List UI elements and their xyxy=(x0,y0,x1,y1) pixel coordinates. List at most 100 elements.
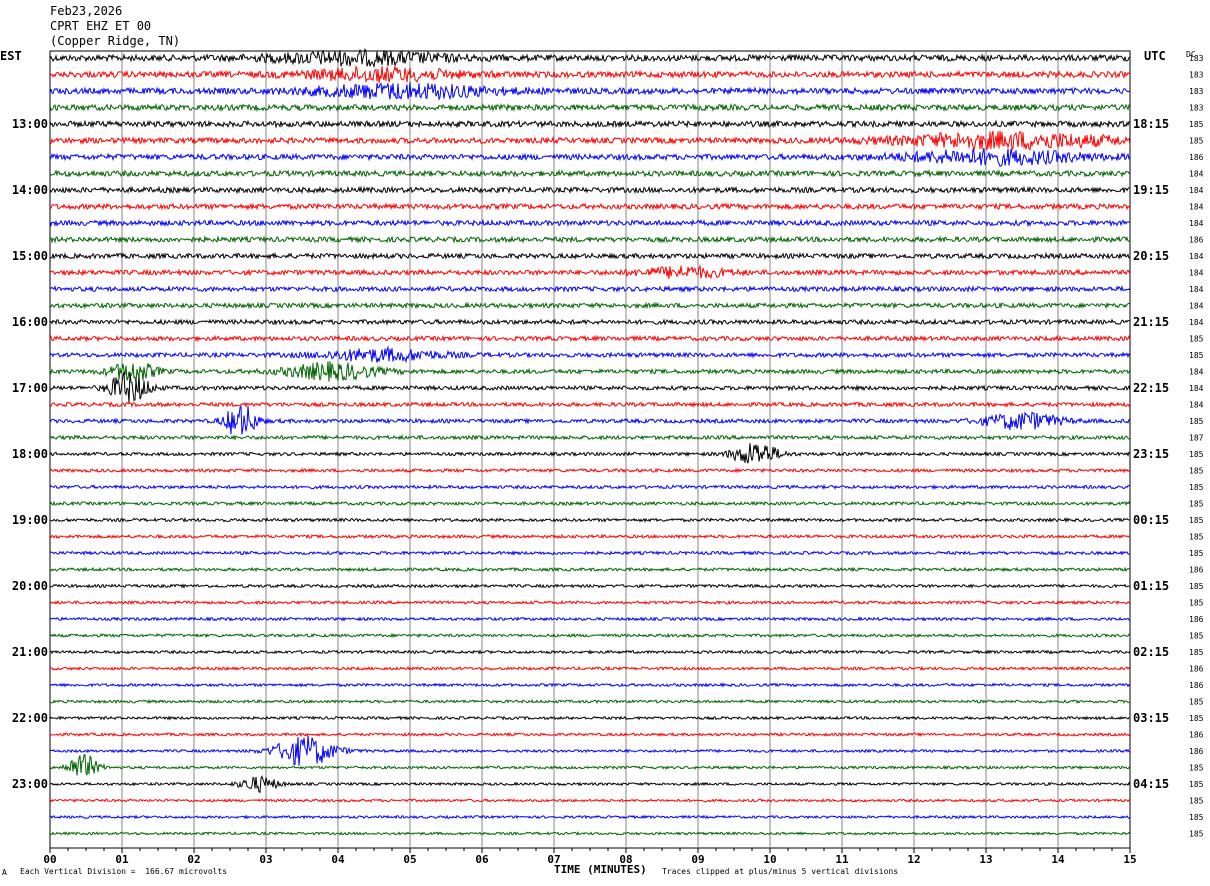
dc-offset-label: 183 xyxy=(1189,54,1204,63)
trace-line xyxy=(49,665,1131,672)
dc-offset-label: 185 xyxy=(1189,599,1204,608)
dc-offset-label: 185 xyxy=(1189,467,1204,476)
trace-line xyxy=(49,264,1131,280)
dc-offset-label: 185 xyxy=(1189,714,1204,723)
trace-line xyxy=(49,533,1131,540)
dc-offset-label: 185 xyxy=(1189,582,1204,591)
trace-line xyxy=(49,434,1131,441)
trace-line xyxy=(49,371,1131,404)
station-name: CPRT EHZ ET 00 xyxy=(50,19,152,33)
left-time-label: 17:00 xyxy=(12,381,48,395)
scale-note: Each Vertical Division = 166.67 microvol… xyxy=(20,867,228,876)
right-time-label: 03:15 xyxy=(1133,711,1169,725)
dc-offset-label: 186 xyxy=(1189,665,1204,674)
trace-line xyxy=(49,202,1131,211)
dc-offset-label: 186 xyxy=(1189,615,1204,624)
dc-offset-label: 185 xyxy=(1189,780,1204,789)
plot-date: Feb23,2026 xyxy=(50,4,123,18)
trace-line xyxy=(49,516,1131,524)
left-time-label: 14:00 xyxy=(12,183,48,197)
left-time-label: 20:00 xyxy=(12,579,48,593)
dc-offset-label: 185 xyxy=(1189,335,1204,344)
station-location: (Copper Ridge, TN) xyxy=(50,34,181,48)
trace-line xyxy=(49,632,1131,639)
trace-line xyxy=(49,443,1131,464)
right-time-label: 19:15 xyxy=(1133,183,1169,197)
x-tick-label: 10 xyxy=(763,853,776,866)
left-time-label: 21:00 xyxy=(12,645,48,659)
trace-line xyxy=(49,616,1131,622)
right-time-label: 18:15 xyxy=(1133,117,1169,131)
dc-offset-label: 185 xyxy=(1189,549,1204,558)
x-tick-label: 03 xyxy=(259,853,272,866)
trace-line xyxy=(49,831,1131,836)
est-label: EST xyxy=(0,49,22,63)
dc-offset-label: 185 xyxy=(1189,632,1204,641)
left-time-label: 23:00 xyxy=(12,777,48,791)
x-tick-label: 08 xyxy=(619,853,632,866)
dc-offset-label: 185 xyxy=(1189,813,1204,822)
trace-line xyxy=(49,814,1131,820)
trace-line xyxy=(49,731,1131,738)
x-tick-label: 14 xyxy=(1051,853,1065,866)
dc-offset-label: 184 xyxy=(1189,219,1204,228)
dc-offset-label: 183 xyxy=(1189,87,1204,96)
left-time-label: 19:00 xyxy=(12,513,48,527)
right-time-label: 02:15 xyxy=(1133,645,1169,659)
trace-line xyxy=(49,583,1131,589)
dc-offset-label: 184 xyxy=(1189,170,1204,179)
clip-note: Traces clipped at plus/minus 5 vertical … xyxy=(662,867,899,876)
trace-line xyxy=(49,102,1131,113)
dc-offset-label: 184 xyxy=(1189,302,1204,311)
dc-offset-label: 186 xyxy=(1189,747,1204,756)
x-tick-label: 01 xyxy=(115,853,129,866)
trace-line xyxy=(49,682,1131,688)
trace-line xyxy=(49,483,1131,491)
dc-offset-label: 185 xyxy=(1189,764,1204,773)
trace-line xyxy=(49,345,1131,364)
trace-line xyxy=(49,251,1131,261)
trace-line xyxy=(49,467,1131,474)
left-time-label: 16:00 xyxy=(12,315,48,329)
x-tick-label: 09 xyxy=(691,853,704,866)
right-time-label: 00:15 xyxy=(1133,513,1169,527)
corner-mark: A xyxy=(2,868,7,877)
trace-line xyxy=(49,698,1131,705)
trace-line xyxy=(49,318,1131,326)
trace-line xyxy=(49,400,1131,409)
trace-line xyxy=(49,301,1131,310)
dc-offset-label: 185 xyxy=(1189,648,1204,657)
dc-offset-label: 184 xyxy=(1189,186,1204,195)
trace-line xyxy=(49,405,1131,435)
x-tick-label: 06 xyxy=(475,853,489,866)
dc-offset-label: 185 xyxy=(1189,450,1204,459)
x-tick-label: 11 xyxy=(835,853,849,866)
dc-offset-label: 183 xyxy=(1189,104,1204,113)
x-tick-label: 13 xyxy=(979,853,992,866)
left-time-label: 22:00 xyxy=(12,711,48,725)
dc-offset-label: 186 xyxy=(1189,153,1204,162)
right-time-label: 23:15 xyxy=(1133,447,1169,461)
dc-offset-label: 186 xyxy=(1189,236,1204,245)
trace-line xyxy=(49,284,1131,294)
right-time-label: 04:15 xyxy=(1133,777,1169,791)
dc-offset-label: 184 xyxy=(1189,368,1204,377)
x-axis-title: TIME (MINUTES) xyxy=(554,863,647,876)
left-time-label: 13:00 xyxy=(12,117,48,131)
trace-line xyxy=(49,218,1131,228)
x-tick-label: 15 xyxy=(1123,853,1136,866)
dc-offset-label: 183 xyxy=(1189,71,1204,80)
trace-line xyxy=(49,168,1131,179)
x-tick-label: 02 xyxy=(187,853,200,866)
trace-line xyxy=(49,735,1131,766)
dc-offset-label: 184 xyxy=(1189,203,1204,212)
dc-offset-label: 184 xyxy=(1189,401,1204,410)
trace-line xyxy=(49,119,1131,129)
trace-line xyxy=(49,649,1131,655)
trace-line xyxy=(49,334,1131,343)
trace-line xyxy=(49,130,1131,152)
dc-offset-label: 185 xyxy=(1189,830,1204,839)
dc-offset-label: 185 xyxy=(1189,483,1204,492)
trace-line xyxy=(49,82,1131,101)
